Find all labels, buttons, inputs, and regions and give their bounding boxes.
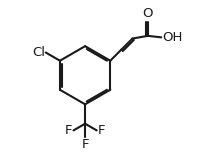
Text: Cl: Cl — [32, 46, 45, 59]
Text: F: F — [97, 124, 105, 137]
Text: O: O — [143, 8, 153, 20]
Text: F: F — [81, 138, 89, 151]
Text: F: F — [65, 124, 73, 137]
Text: OH: OH — [162, 31, 182, 44]
